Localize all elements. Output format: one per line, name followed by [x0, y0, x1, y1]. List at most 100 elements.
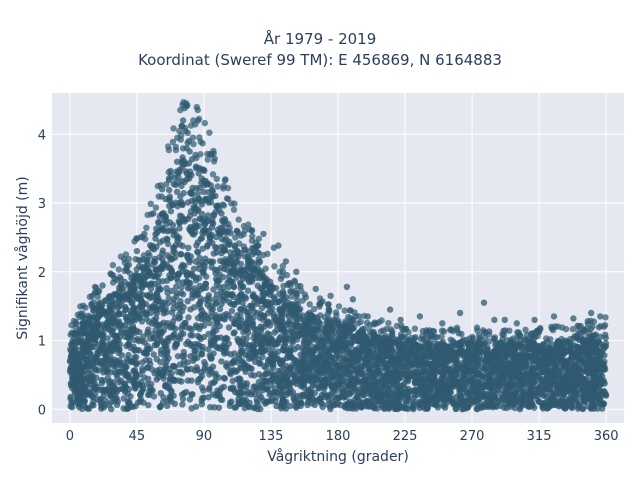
- data-point: [215, 404, 223, 411]
- data-point: [378, 393, 385, 400]
- data-point: [128, 310, 135, 318]
- data-point: [365, 401, 372, 408]
- data-point: [421, 382, 429, 389]
- data-point: [465, 385, 473, 393]
- data-point: [538, 377, 545, 385]
- data-point: [439, 352, 446, 359]
- data-point: [373, 397, 381, 405]
- data-point: [351, 385, 358, 392]
- data-point: [150, 335, 157, 342]
- data-point: [320, 343, 327, 351]
- data-point: [150, 393, 158, 400]
- data-point: [180, 190, 187, 197]
- data-point: [297, 392, 304, 399]
- data-point: [208, 264, 215, 271]
- data-point: [188, 189, 195, 197]
- data-point: [194, 249, 202, 256]
- data-point: [478, 372, 486, 380]
- data-point: [483, 351, 491, 358]
- data-point: [129, 377, 136, 384]
- data-point: [175, 278, 182, 285]
- data-point: [198, 234, 206, 242]
- data-point: [307, 311, 314, 318]
- data-point: [107, 356, 114, 364]
- data-point: [457, 386, 465, 393]
- data-point: [152, 235, 159, 242]
- data-point: [339, 342, 346, 349]
- data-point: [468, 371, 476, 378]
- data-point: [101, 309, 108, 316]
- data-point: [382, 351, 389, 358]
- data-point: [138, 303, 146, 311]
- data-point: [163, 322, 170, 329]
- data-point: [270, 363, 277, 371]
- data-point: [234, 390, 241, 397]
- data-point: [276, 290, 283, 298]
- data-point: [461, 399, 468, 406]
- data-point: [153, 367, 161, 374]
- data-point: [248, 278, 256, 285]
- data-point: [179, 154, 186, 161]
- data-point: [328, 338, 335, 345]
- data-point: [205, 217, 212, 224]
- data-point: [518, 380, 525, 387]
- data-point: [67, 395, 74, 402]
- data-point: [570, 362, 577, 369]
- data-point: [153, 296, 160, 303]
- data-point: [257, 325, 264, 332]
- data-point: [108, 405, 115, 413]
- data-point: [486, 385, 493, 392]
- data-point: [186, 325, 193, 332]
- data-point: [220, 283, 227, 291]
- data-point: [205, 394, 212, 401]
- data-point: [139, 359, 146, 366]
- data-point: [160, 261, 168, 269]
- data-point: [267, 350, 274, 357]
- data-point: [161, 343, 169, 350]
- data-point: [560, 358, 567, 365]
- data-point: [379, 404, 386, 411]
- data-point: [404, 378, 411, 385]
- data-point: [68, 329, 76, 336]
- data-point: [107, 318, 114, 325]
- data-point: [503, 404, 511, 412]
- data-point: [554, 385, 562, 392]
- data-point: [312, 381, 320, 388]
- data-point: [170, 244, 177, 251]
- data-point: [158, 298, 165, 306]
- data-point: [466, 396, 474, 403]
- data-point: [180, 161, 187, 168]
- data-point: [480, 390, 487, 398]
- data-point: [395, 358, 402, 365]
- data-point: [190, 304, 198, 311]
- data-point: [176, 361, 183, 368]
- data-point: [533, 388, 540, 395]
- data-point: [349, 377, 357, 385]
- data-point: [121, 368, 129, 376]
- data-point: [130, 279, 137, 286]
- data-point: [486, 359, 493, 366]
- data-point: [208, 369, 215, 376]
- data-point: [543, 365, 550, 372]
- data-point: [244, 287, 252, 294]
- data-point: [383, 391, 390, 398]
- data-point: [102, 347, 110, 354]
- data-point: [324, 393, 331, 400]
- data-point: [236, 351, 243, 359]
- data-point: [325, 323, 332, 331]
- data-point: [184, 359, 191, 366]
- data-point: [553, 366, 560, 373]
- data-point: [265, 370, 272, 377]
- data-point: [585, 359, 593, 367]
- data-point: [188, 391, 195, 398]
- data-point: [256, 314, 263, 321]
- data-point: [244, 315, 252, 323]
- data-point: [494, 349, 502, 356]
- data-point: [156, 333, 164, 341]
- data-point: [169, 201, 176, 208]
- data-point: [300, 384, 308, 391]
- data-point: [179, 242, 186, 250]
- data-point: [301, 361, 308, 368]
- data-point: [272, 317, 280, 324]
